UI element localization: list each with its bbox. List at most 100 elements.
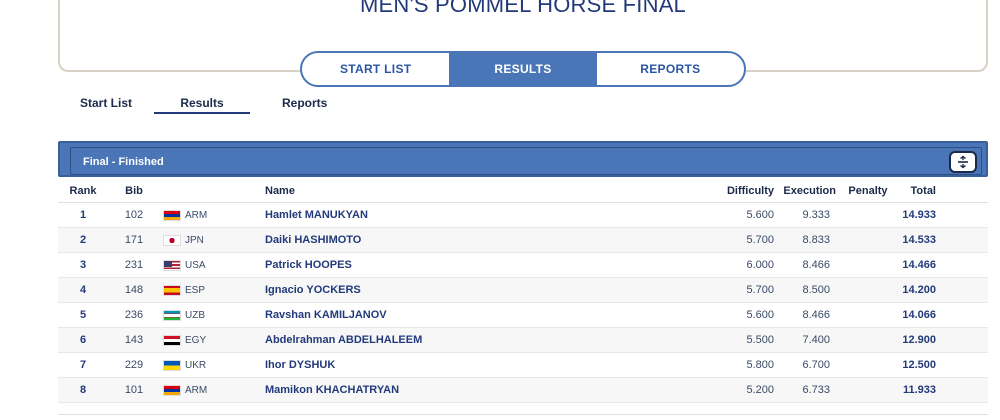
athlete-name-link[interactable]: Hamlet MANUKYAN xyxy=(265,209,368,221)
bib-cell: 229 xyxy=(124,359,144,371)
bib-cell: 102 xyxy=(124,209,144,221)
noc-code: USA xyxy=(185,259,206,271)
bib-cell: 231 xyxy=(124,259,144,271)
bib-cell: 148 xyxy=(124,284,144,296)
penalty-cell xyxy=(842,303,894,327)
penalty-cell xyxy=(842,353,894,377)
flag-ukr-icon xyxy=(163,359,181,371)
total-cell: 14.466 xyxy=(902,259,936,271)
athlete-name-link[interactable]: Mamikon KHACHATRYAN xyxy=(265,384,400,396)
sub-tabs: Start List Results Reports xyxy=(60,96,347,116)
page-title: MEN'S POMMEL HORSE FINAL xyxy=(359,0,686,17)
execution-cell: 8.500 xyxy=(802,284,830,296)
header-bib[interactable]: Bib xyxy=(125,185,143,197)
execution-cell: 8.466 xyxy=(802,309,830,321)
bib-cell: 143 xyxy=(124,334,144,346)
tab-start-list[interactable]: START LIST xyxy=(339,62,412,76)
rank-cell: 5 xyxy=(79,309,87,321)
table-row[interactable]: 8 101 ARM Mamikon KHACHATRYAN 5.200 6.733 11.9… xyxy=(58,378,988,403)
table-bottom-divider xyxy=(58,414,988,415)
bib-cell: 101 xyxy=(124,384,144,396)
header-rank[interactable]: Rank xyxy=(69,185,97,197)
noc-code: JPN xyxy=(185,234,204,246)
rank-cell: 8 xyxy=(79,384,87,396)
total-cell: 12.500 xyxy=(902,359,936,371)
header-execution[interactable]: Execution xyxy=(783,185,836,197)
flag-egy-icon xyxy=(163,334,181,346)
header-difficulty[interactable]: Difficulty xyxy=(726,185,774,197)
total-cell: 14.200 xyxy=(902,284,936,296)
athlete-name-link[interactable]: Ignacio YOCKERS xyxy=(265,284,361,296)
noc-cell: USA xyxy=(163,253,253,277)
flag-arm-icon xyxy=(163,384,181,396)
subtab-reports[interactable]: Reports xyxy=(282,96,328,110)
flag-esp-icon xyxy=(163,284,181,296)
total-cell: 14.066 xyxy=(902,309,936,321)
penalty-cell xyxy=(842,278,894,302)
noc-cell: ARM xyxy=(163,203,253,227)
execution-cell: 7.400 xyxy=(802,334,830,346)
panel-inner: Final - Finished xyxy=(70,147,982,175)
table-row[interactable]: 7 229 UKR Ihor DYSHUK 5.800 6.700 12.500 xyxy=(58,353,988,378)
noc-code: ESP xyxy=(185,284,206,296)
collapse-toggle-button[interactable] xyxy=(949,151,977,173)
noc-code: EGY xyxy=(185,334,207,346)
total-cell: 14.533 xyxy=(902,234,936,246)
penalty-cell xyxy=(842,203,894,227)
athlete-name-link[interactable]: Abdelrahman ABDELHALEEM xyxy=(265,334,423,346)
difficulty-cell: 5.600 xyxy=(746,309,774,321)
noc-cell: ARM xyxy=(163,378,253,402)
execution-cell: 6.733 xyxy=(802,384,830,396)
noc-code: UKR xyxy=(185,359,207,371)
header-penalty[interactable]: Penalty xyxy=(848,185,888,197)
noc-cell: UKR xyxy=(163,353,253,377)
athlete-name-link[interactable]: Patrick HOOPES xyxy=(265,259,352,271)
flag-usa-icon xyxy=(163,259,181,271)
difficulty-cell: 6.000 xyxy=(746,259,774,271)
execution-cell: 8.466 xyxy=(802,259,830,271)
results-table: Rank Bib Name Difficulty Execution Penal… xyxy=(58,180,988,403)
total-cell: 12.900 xyxy=(902,334,936,346)
total-cell: 11.933 xyxy=(902,384,936,396)
penalty-cell xyxy=(842,253,894,277)
penalty-cell xyxy=(842,378,894,402)
athlete-name-link[interactable]: Daiki HASHIMOTO xyxy=(265,234,362,246)
noc-cell: UZB xyxy=(163,303,253,327)
athlete-name-link[interactable]: Ravshan KAMILJANOV xyxy=(265,309,387,321)
results-panel-header: Final - Finished xyxy=(58,141,988,177)
athlete-name-link[interactable]: Ihor DYSHUK xyxy=(265,359,336,371)
rank-cell: 3 xyxy=(79,259,87,271)
difficulty-cell: 5.700 xyxy=(746,234,774,246)
table-row[interactable]: 5 236 UZB Ravshan KAMILJANOV 5.600 8.466 14.06… xyxy=(58,303,988,328)
difficulty-cell: 5.600 xyxy=(746,209,774,221)
table-header-row: Rank Bib Name Difficulty Execution Penal… xyxy=(58,180,988,203)
header-total[interactable]: Total xyxy=(910,185,936,197)
table-row[interactable]: 1 102 ARM Hamlet MANUKYAN 5.600 9.333 14.933 xyxy=(58,203,988,228)
execution-cell: 8.833 xyxy=(802,234,830,246)
difficulty-cell: 5.800 xyxy=(746,359,774,371)
difficulty-cell: 5.500 xyxy=(746,334,774,346)
panel-status-label: Final - Finished xyxy=(83,156,164,168)
table-row[interactable]: 6 143 EGY Abdelrahman ABDELHALEEM 5.500 7.400… xyxy=(58,328,988,353)
tab-reports[interactable]: REPORTS xyxy=(640,62,701,76)
subtab-results[interactable]: Results xyxy=(154,96,250,114)
header-name[interactable]: Name xyxy=(265,185,295,197)
table-row[interactable]: 3 231 USA Patrick HOOPES 6.000 8.466 14.466 xyxy=(58,253,988,278)
tab-results[interactable]: RESULTS xyxy=(449,53,597,85)
table-body: 1 102 ARM Hamlet MANUKYAN 5.600 9.333 14.933 2 1… xyxy=(58,203,988,403)
subtab-start-list[interactable]: Start List xyxy=(80,96,133,110)
difficulty-cell: 5.700 xyxy=(746,284,774,296)
bib-cell: 171 xyxy=(124,234,144,246)
noc-cell: JPN xyxy=(163,228,253,252)
noc-code: ARM xyxy=(185,384,208,396)
penalty-cell xyxy=(842,328,894,352)
difficulty-cell: 5.200 xyxy=(746,384,774,396)
flag-jpn-icon xyxy=(163,234,181,246)
flag-arm-icon xyxy=(163,209,181,221)
table-row[interactable]: 4 148 ESP Ignacio YOCKERS 5.700 8.500 14.200 xyxy=(58,278,988,303)
table-row[interactable]: 2 171 JPN Daiki HASHIMOTO 5.700 8.833 14.533 xyxy=(58,228,988,253)
noc-code: ARM xyxy=(185,209,208,221)
execution-cell: 6.700 xyxy=(802,359,830,371)
noc-code: UZB xyxy=(185,309,205,321)
